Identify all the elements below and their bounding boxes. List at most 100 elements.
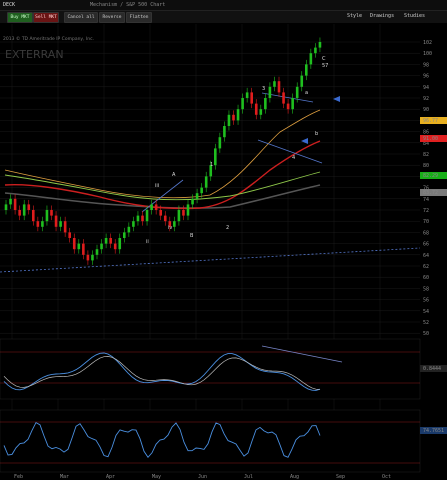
price-tag-text: 83.72 <box>423 190 438 196</box>
candle-body <box>163 215 167 222</box>
osc-value-tag <box>420 365 447 372</box>
candle-body <box>236 109 240 121</box>
ma-green-line <box>4 171 321 201</box>
price-tick-label: 86 <box>423 130 429 136</box>
price-tick-label: 54 <box>423 309 429 315</box>
time-tick-label: Oct <box>382 474 391 480</box>
wave-label: ii <box>146 239 149 245</box>
candle-body <box>95 249 99 255</box>
candle-body <box>214 148 217 166</box>
price-tag-box <box>420 135 447 142</box>
candle-body <box>132 221 135 227</box>
candle-body <box>264 98 267 110</box>
price-tick-label: 90 <box>423 107 429 113</box>
candle-body <box>173 221 176 227</box>
candle-body <box>150 204 153 210</box>
wave-label: 57 <box>322 63 328 69</box>
candle-body <box>268 86 272 98</box>
candle-body <box>22 204 26 216</box>
candle-body <box>250 92 253 104</box>
candle-body <box>186 204 190 216</box>
candle-body <box>300 75 304 87</box>
symbol-label[interactable]: DECK <box>3 2 16 8</box>
rsi-line <box>3 421 321 459</box>
wave-label: iii <box>155 183 159 189</box>
candle-body <box>309 53 313 65</box>
candle-body <box>45 210 49 222</box>
rsi-panel <box>0 409 421 473</box>
candle-body <box>113 243 117 250</box>
ma-orange-line <box>4 109 321 199</box>
watermark-text: EXTERRAN <box>5 48 64 61</box>
candle-body <box>9 198 12 205</box>
time-tick-label: May <box>152 474 161 480</box>
window-title: Mechanism / S&P 500 Chart <box>90 2 166 8</box>
candle-body <box>177 210 181 222</box>
flatten-button[interactable]: Flatten <box>126 12 152 23</box>
price-panel <box>0 24 420 337</box>
candle-body <box>118 238 122 250</box>
candle-body <box>63 221 67 233</box>
candle-body <box>68 232 71 238</box>
price-tags: 96.77 91.00 82.29 83.72 <box>420 117 447 196</box>
buy-market-button[interactable]: Buy MKT <box>7 12 33 23</box>
drawings-menu[interactable]: Drawings <box>370 13 395 19</box>
candle-body <box>277 81 281 93</box>
arrow-right-icon <box>333 96 340 102</box>
ma-red-line <box>4 140 321 210</box>
candle-body <box>227 114 231 126</box>
candle-body <box>273 81 276 87</box>
wave-label: C <box>322 56 326 62</box>
candle-body <box>286 103 290 110</box>
candle-body <box>27 204 31 210</box>
price-tick-label: 68 <box>423 230 429 236</box>
price-tick-label: 50 <box>423 331 429 337</box>
price-tag-box <box>420 172 447 179</box>
sell-market-button[interactable]: Sell MKT <box>33 12 59 23</box>
wave-label: A <box>172 172 176 178</box>
candle-body <box>305 64 308 76</box>
candle-body <box>182 210 185 216</box>
price-tick-label: 70 <box>423 219 429 225</box>
copyright-text: 2013 © TD Ameritrade IP Company, Inc. <box>3 35 94 42</box>
osc-divergence-line <box>261 345 343 363</box>
candle-body <box>86 254 90 261</box>
price-tag-text: 96.77 <box>423 118 438 124</box>
cancel-all-button[interactable]: Cancel all <box>64 12 98 23</box>
wave-labels: iii Aiv ii B 1 2 3 a 4 b C57 <box>146 56 328 245</box>
price-tick-label: 102 <box>423 40 432 46</box>
candle-body <box>59 221 62 227</box>
candle-body <box>232 114 235 121</box>
reverse-button[interactable]: Reverse <box>99 12 125 23</box>
candle-body <box>282 92 285 104</box>
candle-body <box>82 243 85 255</box>
time-tick-label: Jul <box>244 474 253 480</box>
candle-body <box>41 221 44 227</box>
price-tick-label: 74 <box>423 197 429 203</box>
price-tick-label: 98 <box>423 62 429 68</box>
candle-body <box>77 243 81 250</box>
candle-body <box>291 98 294 110</box>
time-tick-label: Sep <box>336 474 345 480</box>
style-menu[interactable]: Style <box>347 13 363 19</box>
price-tick-label: 52 <box>423 320 429 326</box>
candle-body <box>18 210 21 216</box>
candle-body <box>141 215 144 222</box>
price-tick-label: 62 <box>423 264 429 270</box>
price-tag-text: 91.00 <box>423 136 438 142</box>
price-tick-label: 92 <box>423 96 429 102</box>
candle-body <box>50 210 53 216</box>
price-tick-label: 80 <box>423 163 429 169</box>
candle-body <box>191 198 194 205</box>
osc-value-text: 0.8444 <box>423 366 441 372</box>
candle-body <box>104 238 108 244</box>
price-tick-label: 96 <box>423 74 429 80</box>
candle-body <box>223 126 226 138</box>
rsi-value-tag <box>420 427 447 434</box>
candle-body <box>254 103 258 115</box>
studies-menu[interactable]: Studies <box>404 13 426 19</box>
candle-body <box>127 226 131 233</box>
candle-body <box>91 254 94 261</box>
price-tick-label: 100 <box>423 51 432 57</box>
